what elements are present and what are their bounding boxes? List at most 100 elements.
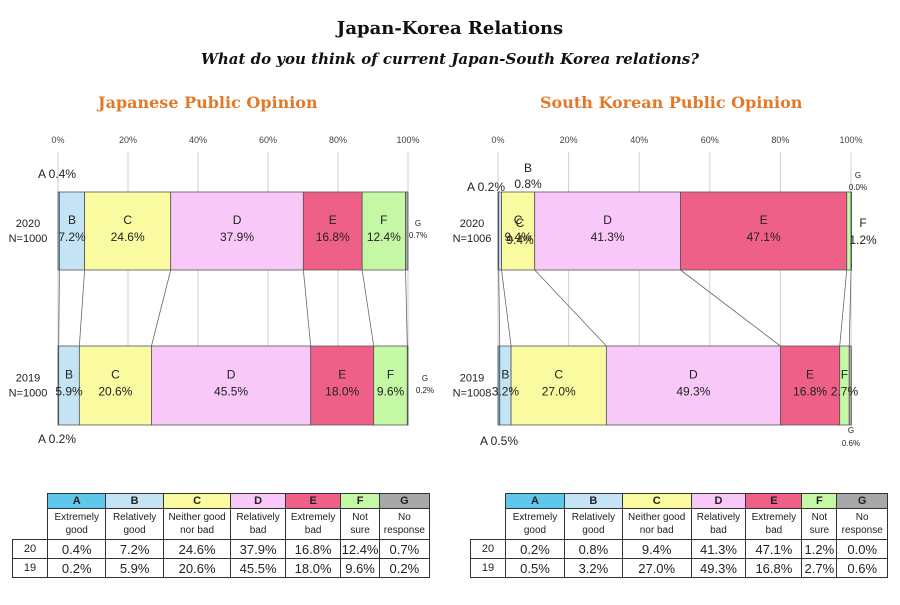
- table-year-cell: 20: [470, 539, 506, 559]
- table-corner: [470, 493, 506, 540]
- table-value-cell: 37.9%: [230, 539, 286, 559]
- segment-g-label: 0.6%: [842, 439, 860, 448]
- legend-code-cell: F: [801, 493, 838, 509]
- segment-code-label: E: [760, 213, 768, 227]
- segment-code-label: E: [338, 368, 346, 382]
- segment-code-label: B: [65, 368, 73, 382]
- bar-segment-g: [848, 345, 852, 426]
- segment-b-label: 0.8%: [514, 177, 542, 191]
- table-value-cell: 27.0%: [621, 558, 692, 578]
- connector-line: [501, 269, 512, 347]
- x-tick-label: 0%: [51, 135, 64, 145]
- segment-g-label: 0.2%: [416, 386, 434, 395]
- legend-code-cell: B: [105, 493, 164, 509]
- table-value-cell: 0.5%: [505, 558, 565, 578]
- segment-value-label: 37.9%: [220, 230, 254, 244]
- row-year-label: 2020: [16, 218, 40, 230]
- segment-code-label: G: [848, 426, 854, 435]
- legend-code-cell: A: [505, 493, 565, 509]
- bar-segment-f: [361, 191, 406, 271]
- row-year-label: 2020: [460, 218, 484, 230]
- legend-description-cell: No response: [836, 508, 888, 540]
- x-tick-label: 60%: [259, 135, 277, 145]
- bar-segment-b: [59, 191, 86, 271]
- segment-code-label: F: [859, 216, 866, 230]
- x-tick-label: 20%: [560, 135, 578, 145]
- korea-legend-table: A B C D E F G Extremely good Relatively good Neit…: [470, 493, 888, 578]
- table-value-cell: 1.2%: [801, 539, 838, 559]
- table-value-cell: 16.8%: [284, 539, 342, 559]
- table-value-cell: 0.2%: [378, 558, 431, 578]
- connector-line: [302, 269, 312, 347]
- table-year-cell: 19: [470, 558, 506, 578]
- x-tick-label: 60%: [701, 135, 719, 145]
- table-value-cell: 41.3%: [690, 539, 747, 559]
- x-tick-label: 80%: [329, 135, 347, 145]
- bar-segment-c: [510, 345, 607, 426]
- segment-code-label: F: [841, 368, 848, 382]
- table-value-cell: 20.6%: [162, 558, 232, 578]
- row-year-label: 2019: [16, 373, 40, 385]
- segment-code-label: D: [233, 213, 242, 227]
- table-value-cell: 2.7%: [801, 558, 838, 578]
- segment-value-label: 2.7%: [831, 385, 859, 399]
- table-row: 20 0.4% 7.2% 24.6% 37.9% 16.8% 12.4% 0.7%: [12, 539, 431, 559]
- bar-segment-d: [605, 345, 781, 426]
- table-year-cell: 19: [12, 558, 48, 578]
- x-tick-label: 0%: [491, 135, 504, 145]
- segment-code-label: D: [603, 213, 612, 227]
- segment-value-label: 9.6%: [377, 385, 405, 399]
- table-value-cell: 24.6%: [162, 539, 232, 559]
- segment-a-label: A 0.2%: [467, 180, 505, 194]
- legend-description-cell: Neither good nor bad: [621, 508, 692, 540]
- segment-code-label: G: [415, 219, 421, 228]
- table-value-cell: 0.2%: [505, 539, 565, 559]
- bar-segment-c: [84, 191, 172, 271]
- bar-segment-g: [406, 345, 409, 426]
- segment-c-label: 9.4%: [506, 233, 534, 247]
- segment-value-label: 45.5%: [214, 385, 248, 399]
- segment-value-label: 9.4%: [504, 230, 532, 244]
- segment-g-label: 0.0%: [849, 183, 867, 192]
- bar-segment-e: [302, 191, 363, 271]
- table-value-cell: 0.2%: [46, 558, 107, 578]
- segment-value-label: 3.2%: [492, 385, 520, 399]
- table-value-cell: 16.8%: [745, 558, 803, 578]
- bar-segment-c: [501, 191, 536, 271]
- segment-a-label: A 0.4%: [38, 167, 76, 181]
- x-tick-label: 40%: [630, 135, 648, 145]
- segment-code-label: C: [111, 368, 120, 382]
- row-n-label: N=1008: [453, 388, 492, 400]
- segment-a-label: A 0.5%: [480, 434, 518, 448]
- table-value-cell: 0.8%: [563, 539, 623, 559]
- japan-legend-table: A B C D E F G Extremely good Relatively good Neit…: [12, 493, 431, 578]
- segment-code-label: D: [227, 368, 236, 382]
- korea-panel-title: South Korean Public Opinion: [540, 93, 803, 112]
- legend-code-cell: B: [563, 493, 623, 509]
- table-value-cell: 0.4%: [46, 539, 107, 559]
- x-tick-label: 80%: [771, 135, 789, 145]
- bar-segment-d: [534, 191, 681, 271]
- table-value-cell: 7.2%: [105, 539, 164, 559]
- legend-code-cell: E: [284, 493, 342, 509]
- segment-code-label: F: [387, 368, 394, 382]
- connector-line: [534, 269, 607, 347]
- x-tick-label: 100%: [839, 135, 862, 145]
- segment-code-label: B: [68, 213, 76, 227]
- segment-code-label: E: [806, 368, 814, 382]
- legend-code-cell: D: [690, 493, 747, 509]
- segment-value-label: 5.9%: [55, 385, 83, 399]
- segment-code-label: C: [123, 213, 132, 227]
- bar-segment-g: [850, 191, 853, 271]
- table-value-cell: 9.4%: [621, 539, 692, 559]
- bar-segment-e: [310, 345, 375, 426]
- page-subtitle: What do you think of current Japan-South…: [200, 50, 700, 68]
- legend-description-cell: Extremely good: [46, 508, 107, 540]
- bar-segment-d: [170, 191, 304, 271]
- legend-description-cell: Extremely good: [505, 508, 565, 540]
- segment-code-label: G: [422, 374, 428, 383]
- segment-value-label: 47.1%: [747, 230, 781, 244]
- legend-description-cell: Not sure: [340, 508, 380, 540]
- bar-segment-e: [680, 191, 848, 271]
- connector-line: [151, 269, 172, 347]
